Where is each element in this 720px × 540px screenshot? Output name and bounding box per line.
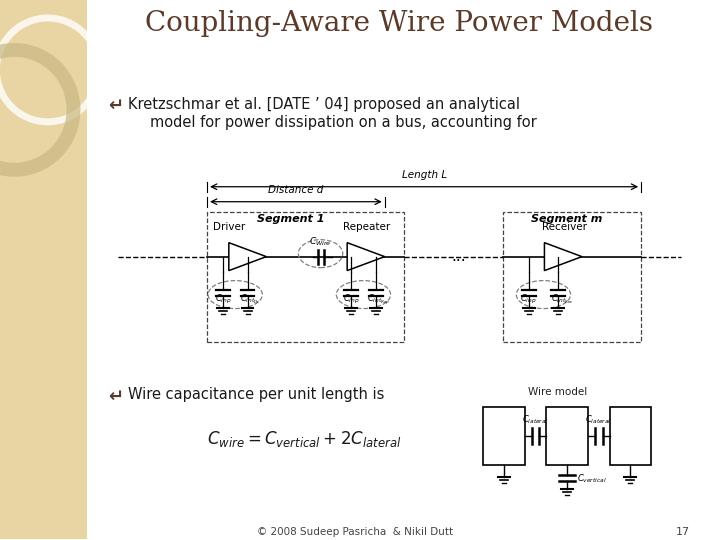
Bar bbox=[207, 212, 405, 341]
Text: $C_{vertical}$: $C_{vertical}$ bbox=[577, 472, 607, 484]
Bar bbox=[610, 407, 651, 465]
Text: 17: 17 bbox=[676, 527, 690, 537]
Text: ↵: ↵ bbox=[109, 388, 124, 406]
Text: $C_{lateral}$: $C_{lateral}$ bbox=[522, 414, 549, 427]
Text: model for power dissipation on a bus, accounting for: model for power dissipation on a bus, ac… bbox=[150, 115, 536, 130]
Text: Receiver: Receiver bbox=[541, 222, 587, 232]
Text: © 2008 Sudeep Pasricha  & Nikil Dutt: © 2008 Sudeep Pasricha & Nikil Dutt bbox=[257, 527, 453, 537]
Text: Kretzschmar et al. [DATE ’ 04] proposed an analytical: Kretzschmar et al. [DATE ’ 04] proposed … bbox=[128, 97, 521, 112]
Text: $C_{int_{Rep}}$: $C_{int_{Rep}}$ bbox=[367, 293, 390, 307]
Polygon shape bbox=[347, 242, 384, 271]
Bar bbox=[483, 407, 525, 465]
Text: Segment m: Segment m bbox=[531, 214, 603, 224]
Text: $C_{int_{Dr}}$: $C_{int_{Dr}}$ bbox=[240, 293, 261, 306]
Bar bbox=[0, 0, 87, 539]
Text: ...: ... bbox=[451, 249, 466, 264]
Text: ↵: ↵ bbox=[109, 97, 124, 115]
Text: $C_{Wire}$: $C_{Wire}$ bbox=[310, 235, 332, 248]
Text: Distance d: Distance d bbox=[268, 185, 323, 195]
Text: Segment 1: Segment 1 bbox=[257, 214, 325, 224]
Text: $C_{int_{Rec}}$: $C_{int_{Rec}}$ bbox=[551, 293, 574, 306]
Bar bbox=[546, 407, 588, 465]
Text: $C_{lateral}$: $C_{lateral}$ bbox=[585, 414, 612, 427]
Text: Driver: Driver bbox=[212, 222, 245, 232]
Text: $C_{wire} = C_{vertical} + 2C_{lateral}$: $C_{wire} = C_{vertical} + 2C_{lateral}$ bbox=[207, 429, 402, 449]
Text: Coupling-Aware Wire Power Models: Coupling-Aware Wire Power Models bbox=[145, 10, 654, 37]
Text: $C_{inp}$: $C_{inp}$ bbox=[215, 293, 231, 306]
Text: Wire model: Wire model bbox=[528, 388, 587, 397]
Text: Repeater: Repeater bbox=[343, 222, 390, 232]
Bar bbox=[503, 212, 641, 341]
Text: Length L: Length L bbox=[402, 170, 446, 180]
Text: $C_{inp}$: $C_{inp}$ bbox=[521, 293, 537, 306]
Text: $C_{inp}$: $C_{inp}$ bbox=[343, 293, 359, 306]
Text: Wire capacitance per unit length is: Wire capacitance per unit length is bbox=[128, 388, 384, 402]
Polygon shape bbox=[544, 242, 582, 271]
Polygon shape bbox=[229, 242, 266, 271]
